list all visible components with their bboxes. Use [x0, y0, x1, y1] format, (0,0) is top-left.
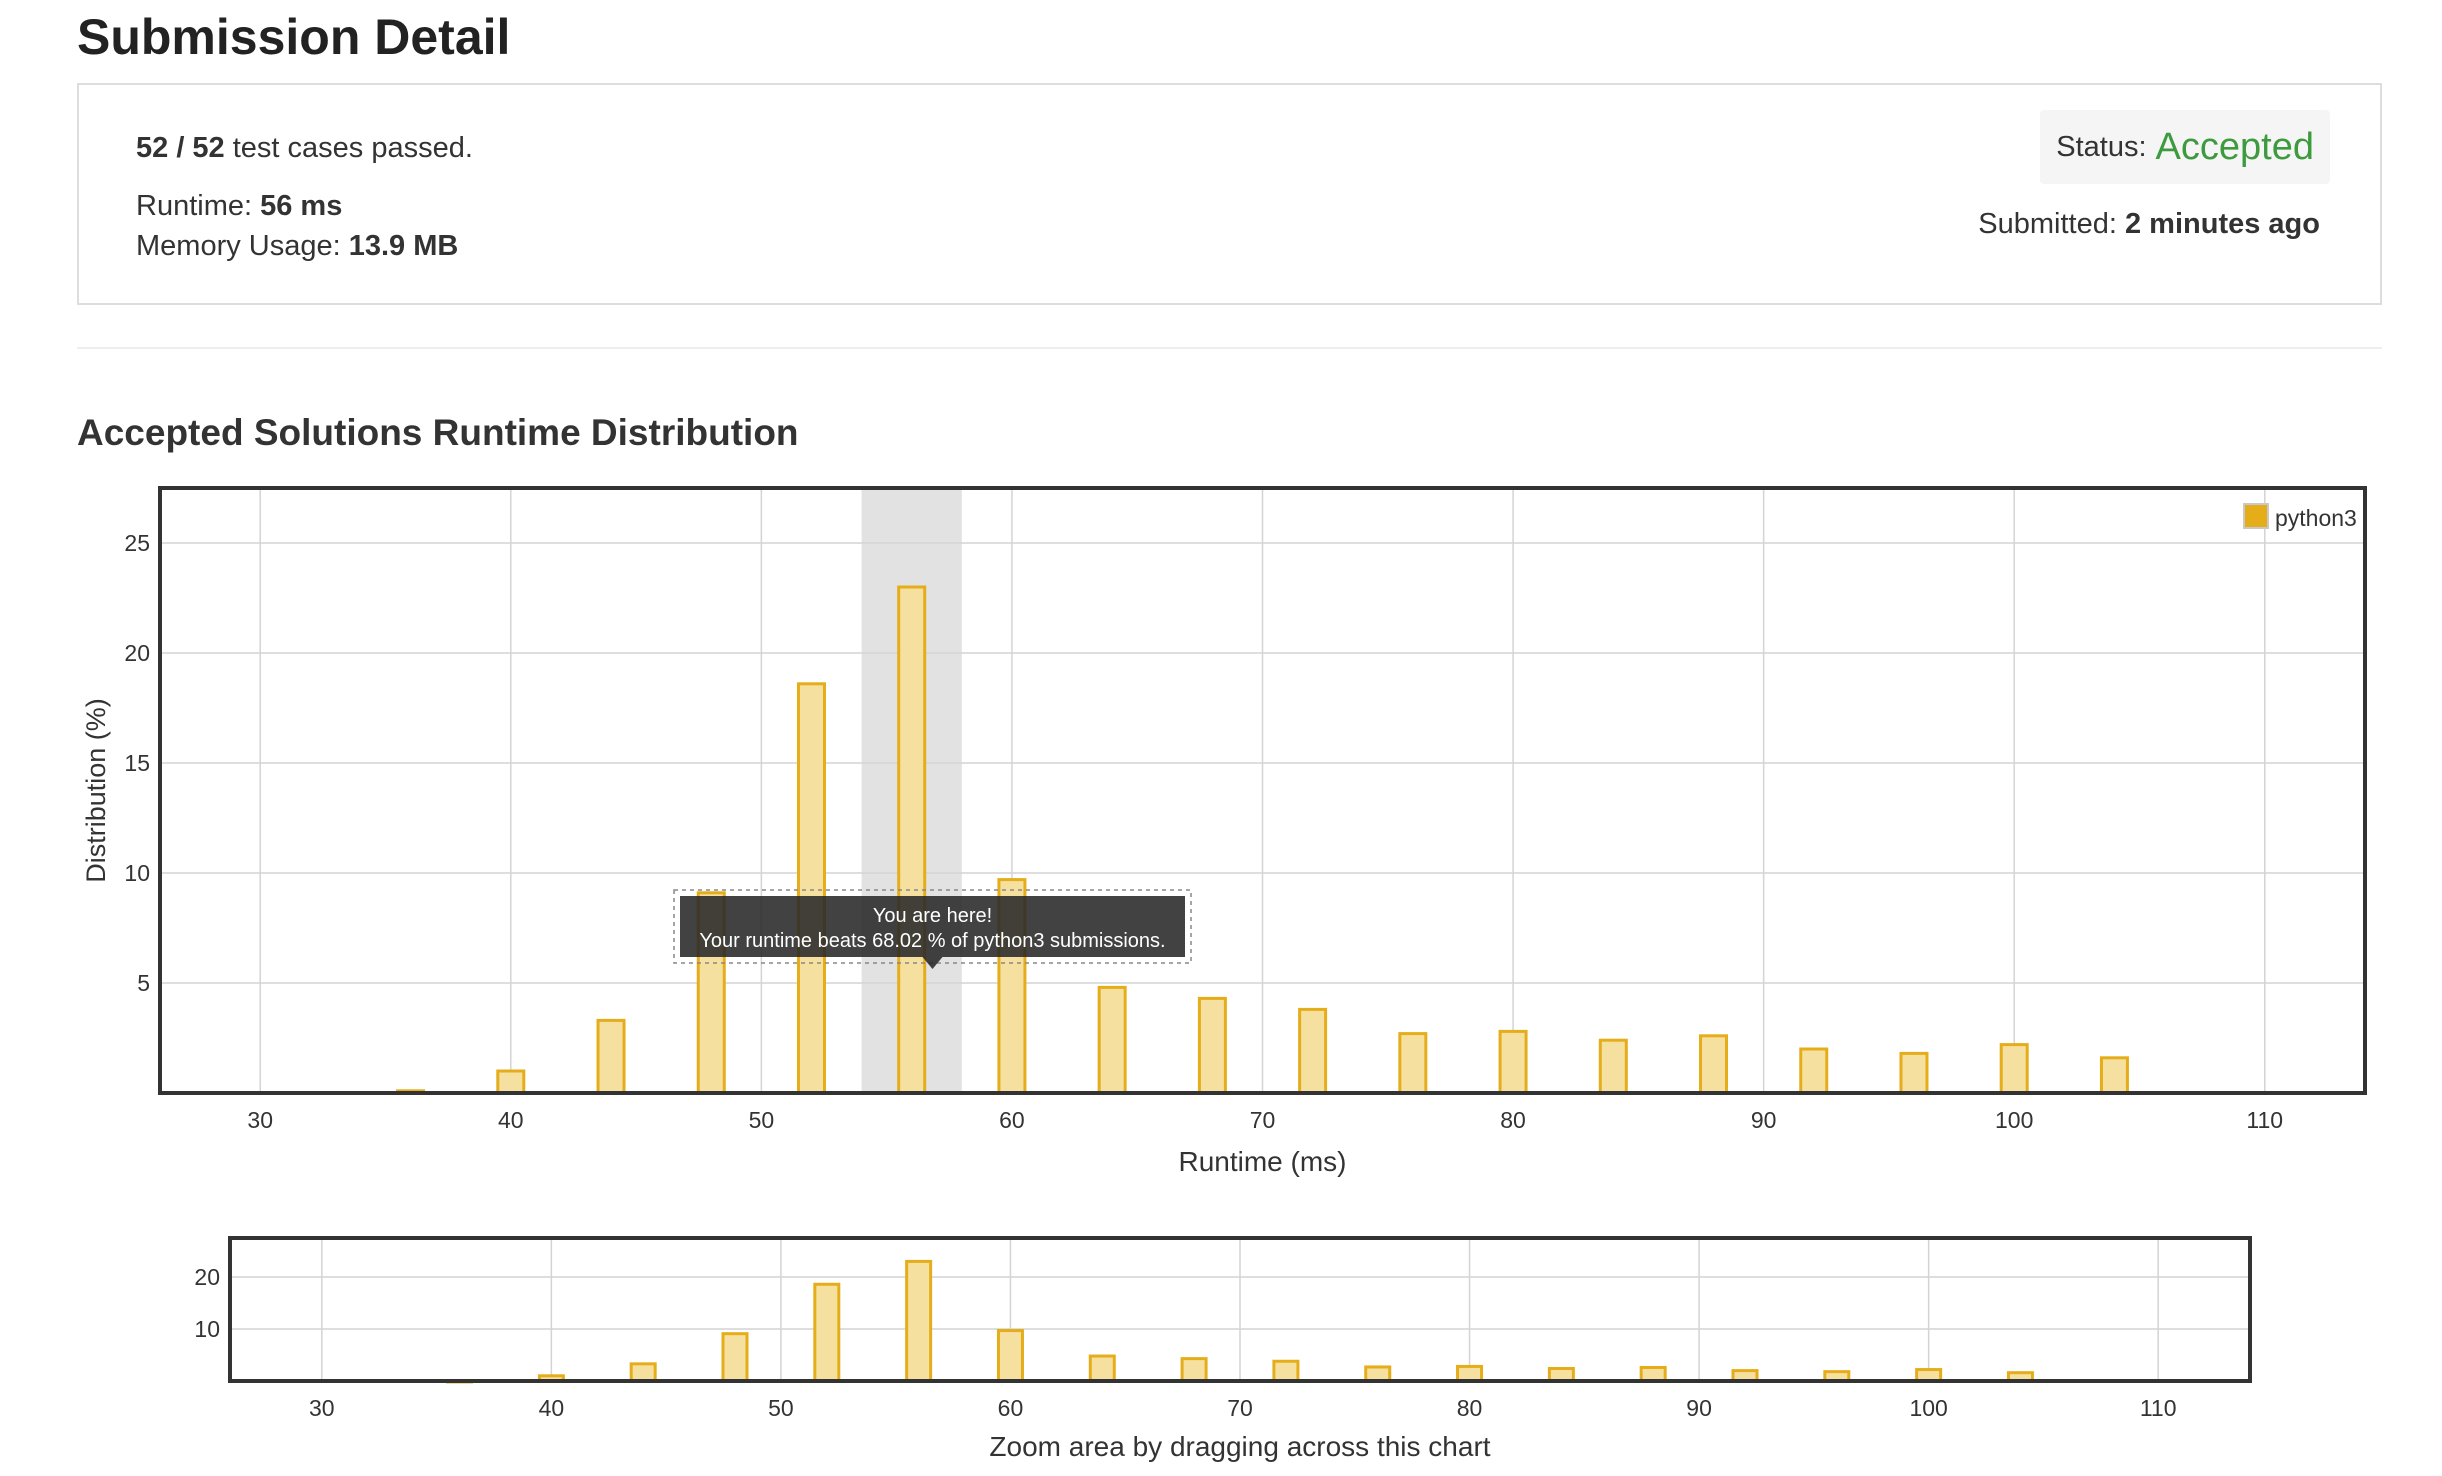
- main-x-tick-label: 90: [1751, 1107, 1777, 1133]
- test-cases-label: test cases passed.: [232, 132, 473, 164]
- submitted-line: Submitted: 2 minutes ago: [1978, 208, 2320, 241]
- navigator-x-tick-label: 90: [1686, 1395, 1712, 1421]
- legend-label: python3: [2275, 505, 2357, 531]
- navigator-bar: [1180, 1357, 1208, 1383]
- navigator-x-tick-label: 80: [1457, 1395, 1483, 1421]
- main-y-tick-label: 15: [124, 750, 150, 776]
- navigator-bar: [905, 1259, 933, 1383]
- page-title: Submission Detail: [77, 9, 511, 65]
- navigator-x-tick-label: 50: [768, 1395, 794, 1421]
- main-y-tick-label: 25: [124, 530, 150, 556]
- test-cases-count: 52 / 52: [136, 132, 225, 164]
- navigator-bar: [629, 1362, 657, 1383]
- main-x-tick-label: 80: [1500, 1107, 1526, 1133]
- main-bar: [1197, 996, 1227, 1095]
- main-bar: [897, 585, 927, 1095]
- main-bar: [1899, 1051, 1929, 1095]
- navigator-x-tick-label: 30: [309, 1395, 335, 1421]
- main-x-tick-label: 50: [749, 1107, 775, 1133]
- navigator-y-tick-label: 20: [194, 1264, 220, 1290]
- main-x-tick-label: 70: [1250, 1107, 1276, 1133]
- main-bar: [1799, 1047, 1829, 1095]
- main-y-axis-label: Distribution (%): [81, 698, 111, 883]
- submission-summary-panel: 52 / 52 test cases passed. Runtime: 56 m…: [77, 83, 2382, 305]
- navigator-bar: [1088, 1354, 1116, 1383]
- section-divider: [77, 347, 2382, 349]
- main-y-tick-label: 5: [137, 970, 150, 996]
- main-bar: [1398, 1032, 1428, 1095]
- navigator-x-tick-label: 60: [998, 1395, 1024, 1421]
- main-x-tick-label: 100: [1995, 1107, 2033, 1133]
- status-value[interactable]: Accepted: [2155, 125, 2314, 168]
- navigator-x-axis-label: Zoom area by dragging across this chart: [989, 1431, 1490, 1462]
- navigator-y-tick-label: 10: [194, 1316, 220, 1342]
- test-cases-line: 52 / 52 test cases passed.: [136, 132, 473, 165]
- main-bar: [1298, 1007, 1328, 1095]
- main-bar: [1598, 1038, 1628, 1095]
- main-x-tick-label: 60: [999, 1107, 1025, 1133]
- navigator-bar: [1272, 1359, 1300, 1383]
- runtime-value: 56 ms: [260, 190, 343, 222]
- memory-value: 13.9 MB: [348, 230, 459, 262]
- navigator-x-tick-label: 100: [1909, 1395, 1947, 1421]
- main-x-axis-label: Runtime (ms): [1178, 1146, 1346, 1177]
- main-bar: [1999, 1043, 2029, 1095]
- navigator-bar: [1639, 1365, 1667, 1383]
- main-x-tick-label: 110: [2246, 1107, 2283, 1133]
- section-title: Accepted Solutions Runtime Distribution: [77, 412, 799, 453]
- tooltip-title: You are here!: [873, 905, 992, 927]
- main-plot-frame: [158, 486, 2367, 1095]
- memory-line: Memory Usage: 13.9 MB: [136, 230, 458, 263]
- main-bar: [1097, 985, 1127, 1095]
- runtime-label: Runtime:: [136, 190, 253, 222]
- main-bar: [796, 682, 826, 1095]
- navigator-bar: [1456, 1364, 1484, 1383]
- main-bar: [1699, 1034, 1729, 1095]
- memory-label: Memory Usage:: [136, 230, 341, 262]
- tooltip-text: Your runtime beats 68.02 % of python3 su…: [699, 930, 1165, 952]
- navigator-bar: [813, 1282, 841, 1383]
- navigator-bar: [1364, 1365, 1392, 1383]
- navigator-x-tick-label: 110: [2140, 1395, 2177, 1421]
- status-label: Status:: [2056, 130, 2147, 163]
- main-y-tick-label: 20: [124, 640, 150, 666]
- main-bar: [496, 1069, 526, 1095]
- main-bar: [1498, 1029, 1528, 1095]
- navigator-x-tick-label: 40: [539, 1395, 565, 1421]
- runtime-line: Runtime: 56 ms: [136, 190, 342, 223]
- submitted-value: 2 minutes ago: [2125, 208, 2320, 240]
- main-bar: [2099, 1056, 2129, 1095]
- main-y-tick-label: 10: [124, 860, 150, 886]
- tooltip-pointer: [922, 957, 943, 969]
- main-bar: [596, 1018, 626, 1095]
- submitted-label: Submitted:: [1978, 208, 2117, 240]
- navigator-bar: [996, 1329, 1024, 1383]
- status-box: Status: Accepted: [2040, 110, 2330, 184]
- tooltip-box: [680, 896, 1185, 957]
- navigator-bar: [721, 1332, 749, 1383]
- navigator-plot-frame: [228, 1236, 2252, 1383]
- main-x-tick-label: 30: [247, 1107, 273, 1133]
- main-x-tick-label: 40: [498, 1107, 524, 1133]
- navigator-x-tick-label: 70: [1227, 1395, 1253, 1421]
- legend-swatch: [2243, 503, 2269, 529]
